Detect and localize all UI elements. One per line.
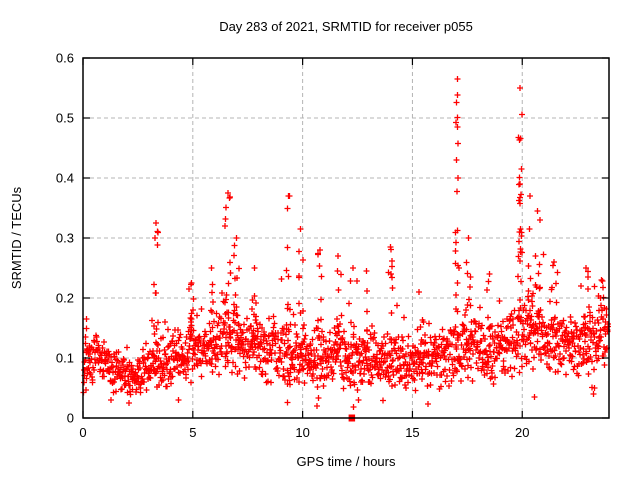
x-tick-label: 15 <box>405 425 419 440</box>
tick-labels: 0 5 10 15 20 0 0.1 0.2 0.3 0.4 0.5 0.6 <box>56 51 530 441</box>
axis-ticks <box>82 57 609 419</box>
y-tick-label: 0.5 <box>56 111 74 126</box>
y-tick-label: 0 <box>67 411 74 426</box>
y-tick-label: 0.4 <box>56 171 74 186</box>
y-tick-label: 0.2 <box>56 291 74 306</box>
y-tick-label: 0.3 <box>56 231 74 246</box>
chart-title: Day 283 of 2021, SRMTID for receiver p05… <box>219 19 473 34</box>
y-tick-label: 0.1 <box>56 351 74 366</box>
x-tick-label: 20 <box>515 425 529 440</box>
x-tick-label: 5 <box>189 425 196 440</box>
x-axis-label: GPS time / hours <box>297 454 396 469</box>
x-tick-label: 0 <box>79 425 86 440</box>
y-tick-label: 0.6 <box>56 51 74 66</box>
grid-lines <box>83 58 609 418</box>
x-tick-label: 10 <box>295 425 309 440</box>
y-axis-label: SRMTID / TECUs <box>9 186 24 289</box>
